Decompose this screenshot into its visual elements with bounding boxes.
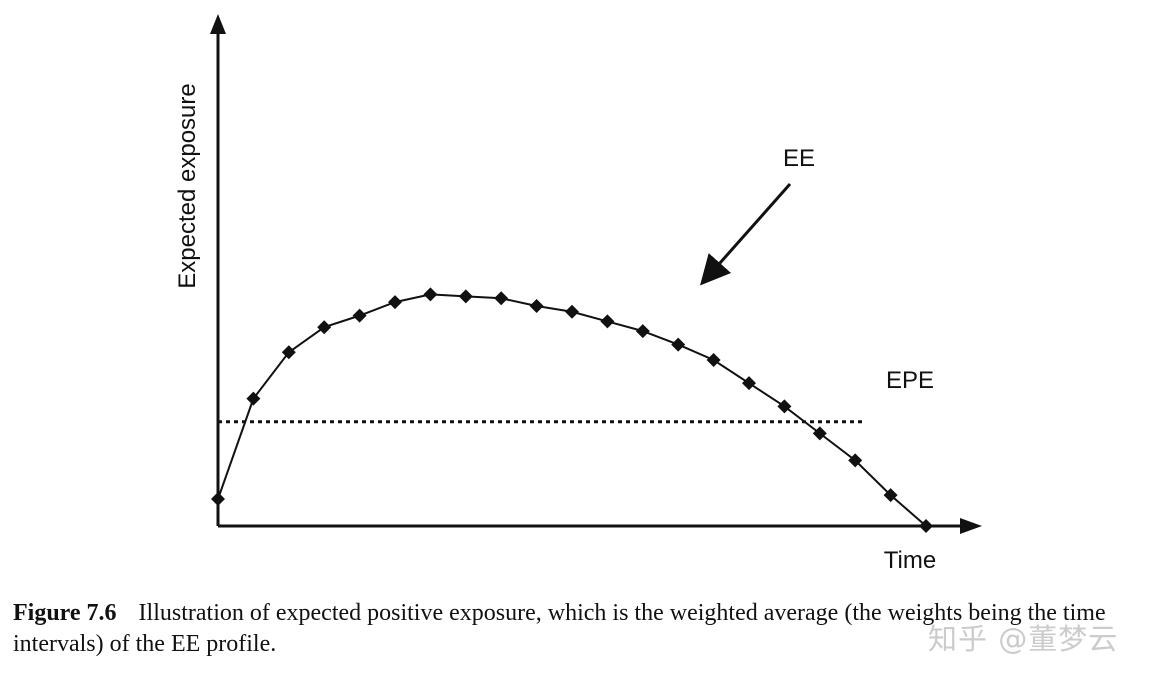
- x-axis-label: Time: [884, 547, 936, 574]
- y-axis-arrowhead: [210, 14, 226, 34]
- ee-data-point: [848, 453, 863, 468]
- ee-markers: [211, 287, 933, 533]
- ee-data-point: [742, 376, 756, 391]
- x-axis-arrowhead: [960, 518, 982, 534]
- ee-data-point: [352, 308, 367, 323]
- figure-label: Figure 7.6: [13, 600, 117, 626]
- ee-data-point: [565, 304, 579, 319]
- ee-annotation-arrow: [700, 183, 792, 286]
- ee-data-point: [671, 337, 686, 352]
- ee-data-point: [317, 320, 332, 335]
- ee-data-point: [246, 391, 261, 406]
- ee-data-point: [388, 295, 402, 310]
- ee-data-point: [600, 314, 615, 329]
- ee-data-point: [883, 488, 898, 503]
- ee-data-point: [494, 291, 509, 306]
- ee-data-point: [281, 345, 296, 360]
- ee-data-point: [919, 519, 933, 533]
- ee-series-label: EE: [783, 145, 815, 172]
- ee-data-point: [211, 491, 225, 506]
- ee-data-point: [529, 298, 544, 313]
- y-axis-label: Expected exposure: [174, 83, 201, 288]
- figure-caption-text: Illustration of expected positive exposu…: [13, 600, 1106, 657]
- watermark: 知乎 @董梦云: [928, 622, 1119, 656]
- ee-data-point: [635, 324, 650, 339]
- figure-caption: Figure 7.6 Illustration of expected posit…: [13, 598, 1163, 660]
- ee-data-point: [812, 426, 827, 441]
- ee-data-point: [458, 289, 473, 304]
- ee-data-point: [423, 287, 438, 302]
- ee-data-point: [777, 399, 792, 414]
- ee-data-point: [706, 353, 721, 368]
- ee-epe-chart: Expected exposure Time EE EPE: [174, 14, 982, 574]
- epe-series-label: EPE: [886, 367, 934, 394]
